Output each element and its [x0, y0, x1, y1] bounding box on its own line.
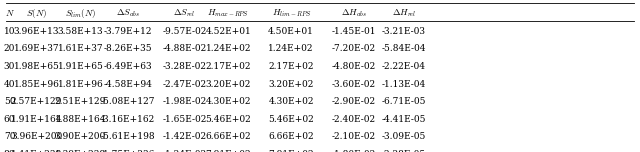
Text: 4.50E+01: 4.50E+01 — [268, 27, 314, 36]
Text: 5.46E+02: 5.46E+02 — [268, 115, 314, 124]
Text: $H_{lim-RPS}$: $H_{lim-RPS}$ — [271, 8, 311, 19]
Text: $S(N)$: $S(N)$ — [26, 7, 47, 20]
Text: 1.98E+65: 1.98E+65 — [13, 62, 60, 71]
Text: -6.71E-05: -6.71E-05 — [382, 97, 426, 106]
Text: 1.39E+238: 1.39E+238 — [55, 150, 106, 152]
Text: 40: 40 — [4, 79, 15, 89]
Text: -7.20E-02: -7.20E-02 — [332, 44, 376, 53]
Text: -9.57E-02: -9.57E-02 — [163, 27, 207, 36]
Text: 6.66E+02: 6.66E+02 — [205, 132, 252, 141]
Text: 80: 80 — [4, 150, 15, 152]
Text: 6.66E+02: 6.66E+02 — [268, 132, 314, 141]
Text: 2.57E+129: 2.57E+129 — [11, 97, 62, 106]
Text: -4.58E+94: -4.58E+94 — [104, 79, 152, 89]
Text: -1.75E+236: -1.75E+236 — [101, 150, 156, 152]
Text: 3.96E+200: 3.96E+200 — [11, 132, 62, 141]
Text: -3.28E-02: -3.28E-02 — [163, 62, 207, 71]
Text: 7.91E+02: 7.91E+02 — [205, 150, 252, 152]
Text: 1.91E+65: 1.91E+65 — [58, 62, 103, 71]
Text: -2.22E-04: -2.22E-04 — [382, 62, 426, 71]
Text: $S_{lim}(N)$: $S_{lim}(N)$ — [65, 7, 96, 20]
Text: 70: 70 — [4, 132, 15, 141]
Text: -1.42E-02: -1.42E-02 — [163, 132, 207, 141]
Text: 1.24E+02: 1.24E+02 — [205, 44, 251, 53]
Text: -5.84E-04: -5.84E-04 — [382, 44, 426, 53]
Text: -6.49E+63: -6.49E+63 — [104, 62, 152, 71]
Text: -1.80E-02: -1.80E-02 — [332, 150, 376, 152]
Text: 50: 50 — [4, 97, 15, 106]
Text: 3.20E+02: 3.20E+02 — [205, 79, 251, 89]
Text: 1.61E+37: 1.61E+37 — [58, 44, 103, 53]
Text: 3.58E+13: 3.58E+13 — [58, 27, 103, 36]
Text: -2.28E-05: -2.28E-05 — [382, 150, 426, 152]
Text: -1.65E-02: -1.65E-02 — [163, 115, 207, 124]
Text: 7.91E+02: 7.91E+02 — [268, 150, 314, 152]
Text: 1.41E+238: 1.41E+238 — [11, 150, 62, 152]
Text: 2.51E+129: 2.51E+129 — [55, 97, 106, 106]
Text: -1.45E-01: -1.45E-01 — [332, 27, 376, 36]
Text: -2.90E-02: -2.90E-02 — [332, 97, 376, 106]
Text: -2.40E-02: -2.40E-02 — [332, 115, 376, 124]
Text: 2.17E+02: 2.17E+02 — [205, 62, 251, 71]
Text: 1.81E+96: 1.81E+96 — [58, 79, 103, 89]
Text: 3.96E+13: 3.96E+13 — [13, 27, 60, 36]
Text: -3.79E+12: -3.79E+12 — [104, 27, 152, 36]
Text: 10: 10 — [4, 27, 15, 36]
Text: 3.90E+200: 3.90E+200 — [55, 132, 106, 141]
Text: 2.17E+02: 2.17E+02 — [268, 62, 314, 71]
Text: $H_{max-RPS}$: $H_{max-RPS}$ — [207, 8, 250, 19]
Text: -4.88E-02: -4.88E-02 — [163, 44, 207, 53]
Text: 1.24E+02: 1.24E+02 — [268, 44, 314, 53]
Text: -1.24E-02: -1.24E-02 — [163, 150, 207, 152]
Text: 30: 30 — [4, 62, 15, 71]
Text: 1.69E+37: 1.69E+37 — [13, 44, 60, 53]
Text: -2.47E-02: -2.47E-02 — [163, 79, 207, 89]
Text: -4.41E-05: -4.41E-05 — [382, 115, 426, 124]
Text: 4.30E+02: 4.30E+02 — [268, 97, 314, 106]
Text: -1.98E-02: -1.98E-02 — [163, 97, 207, 106]
Text: -5.61E+198: -5.61E+198 — [100, 132, 156, 141]
Text: -8.26E+35: -8.26E+35 — [104, 44, 152, 53]
Text: 1.88E+164: 1.88E+164 — [54, 115, 106, 124]
Text: -4.80E-02: -4.80E-02 — [332, 62, 376, 71]
Text: 1.91E+164: 1.91E+164 — [11, 115, 62, 124]
Text: -5.08E+127: -5.08E+127 — [101, 97, 156, 106]
Text: 5.46E+02: 5.46E+02 — [205, 115, 252, 124]
Text: $N$: $N$ — [4, 9, 15, 18]
Text: $\Delta H_{abs}$: $\Delta H_{abs}$ — [341, 8, 367, 19]
Text: 4.52E+01: 4.52E+01 — [205, 27, 252, 36]
Text: $\Delta S_{rel}$: $\Delta S_{rel}$ — [173, 8, 196, 19]
Text: -2.10E-02: -2.10E-02 — [332, 132, 376, 141]
Text: -3.21E-03: -3.21E-03 — [382, 27, 426, 36]
Text: $\Delta H_{rel}$: $\Delta H_{rel}$ — [392, 8, 416, 19]
Text: 20: 20 — [4, 44, 15, 53]
Text: 4.30E+02: 4.30E+02 — [205, 97, 251, 106]
Text: 1.85E+96: 1.85E+96 — [13, 79, 60, 89]
Text: -3.09E-05: -3.09E-05 — [382, 132, 426, 141]
Text: $\Delta S_{abs}$: $\Delta S_{abs}$ — [116, 8, 140, 19]
Text: 60: 60 — [4, 115, 15, 124]
Text: -1.13E-04: -1.13E-04 — [382, 79, 426, 89]
Text: 3.20E+02: 3.20E+02 — [268, 79, 314, 89]
Text: -3.16E+162: -3.16E+162 — [101, 115, 156, 124]
Text: -3.60E-02: -3.60E-02 — [332, 79, 376, 89]
